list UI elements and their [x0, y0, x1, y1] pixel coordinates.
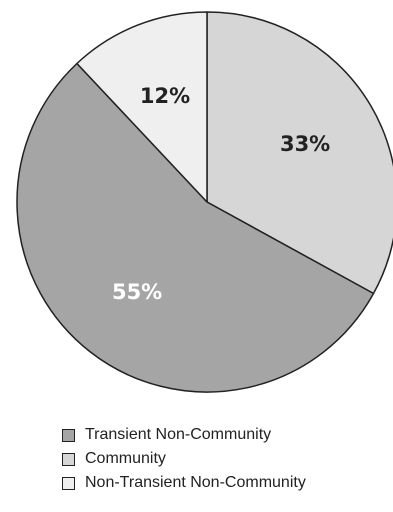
legend-item-transient-non-community: Transient Non-Community [62, 426, 306, 443]
pie-slice-community [206, 11, 393, 295]
slice-label-community: 33% [280, 132, 330, 156]
slice-label-non-transient-non-community: 12% [140, 84, 190, 108]
slice-labels: 33% 55% 12% [112, 84, 330, 304]
pie-slices [16, 11, 393, 393]
legend-swatch [62, 452, 75, 466]
slice-label-transient-non-community: 55% [112, 280, 162, 304]
legend-item-non-transient-non-community: Non-Transient Non-Community [62, 474, 306, 491]
legend-label: Community [85, 450, 166, 467]
pie-slice-non-transient-non-community [76, 11, 208, 203]
legend: Transient Non-Community Community Non-Tr… [62, 426, 306, 500]
legend-label: Non-Transient Non-Community [85, 474, 306, 491]
legend-swatch [62, 476, 75, 490]
legend-swatch [62, 428, 75, 442]
legend-item-community: Community [62, 450, 306, 467]
pie-slice-transient-non-community [16, 62, 375, 393]
pie-chart: 33% 55% 12% [16, 11, 393, 393]
legend-label: Transient Non-Community [85, 426, 272, 443]
